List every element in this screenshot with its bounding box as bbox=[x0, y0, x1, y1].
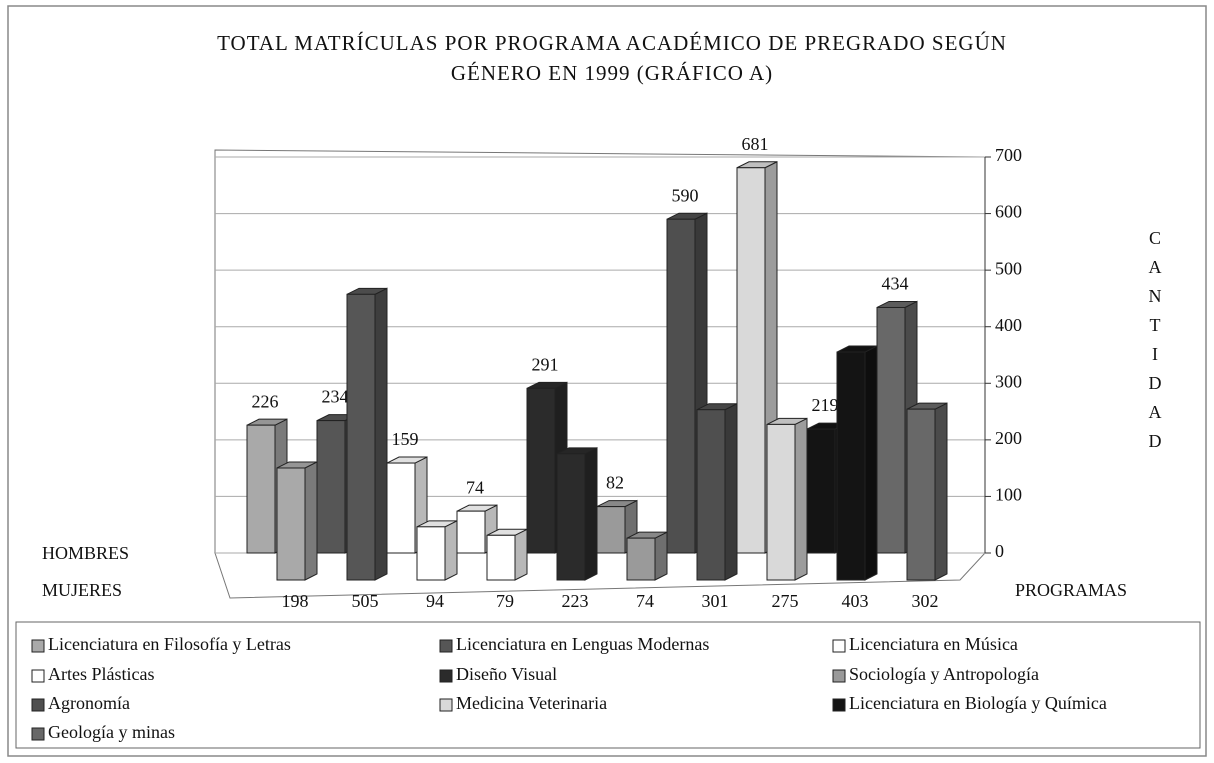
bar-side bbox=[654, 531, 668, 581]
value-label: 403 bbox=[842, 591, 869, 611]
bar-side bbox=[584, 447, 598, 581]
bar bbox=[906, 402, 948, 581]
legend bbox=[15, 621, 1201, 749]
value-label: 74 bbox=[466, 477, 484, 497]
bar bbox=[416, 520, 458, 581]
y-tick-label: 700 bbox=[995, 145, 1022, 165]
bar-front bbox=[736, 167, 766, 554]
y-tick-label: 300 bbox=[995, 371, 1022, 391]
bar bbox=[486, 528, 528, 581]
bar-front bbox=[626, 537, 656, 581]
bar bbox=[836, 345, 878, 581]
y-tick-label: 0 bbox=[995, 541, 1004, 561]
legend-label: Medicina Veterinaria bbox=[456, 693, 607, 713]
x-axis-label: PROGRAMAS bbox=[1015, 580, 1127, 600]
bar-front bbox=[416, 526, 446, 581]
legend-swatch bbox=[31, 727, 45, 741]
legend-swatch bbox=[832, 698, 846, 712]
value-label: 94 bbox=[426, 591, 444, 611]
value-label: 590 bbox=[672, 185, 699, 205]
y-axis-label: CANTIDAD bbox=[1145, 228, 1165, 460]
value-label: 226 bbox=[252, 391, 279, 411]
bar-side bbox=[304, 461, 318, 581]
bar-front bbox=[876, 306, 906, 554]
legend-label: Licenciatura en Filosofía y Letras bbox=[48, 634, 291, 654]
bar bbox=[456, 504, 498, 554]
y-tick-label: 600 bbox=[995, 202, 1022, 222]
bar-side bbox=[864, 345, 878, 581]
bar bbox=[276, 461, 318, 581]
bar-front bbox=[486, 534, 516, 581]
value-label: 82 bbox=[606, 473, 624, 493]
bar-front bbox=[346, 293, 376, 581]
frame bbox=[7, 5, 1207, 757]
legend-swatch bbox=[31, 669, 45, 683]
bar-side bbox=[934, 402, 948, 581]
legend-swatch bbox=[832, 639, 846, 653]
bar bbox=[556, 447, 598, 581]
value-label: 291 bbox=[532, 355, 559, 375]
bar-front bbox=[556, 453, 586, 581]
bar bbox=[346, 287, 388, 581]
legend-label: Licenciatura en Lenguas Modernas bbox=[456, 634, 709, 654]
y-tick-label: 500 bbox=[995, 258, 1022, 278]
legend-label: Artes Plásticas bbox=[48, 664, 154, 684]
value-label: 159 bbox=[392, 429, 419, 449]
bar-side bbox=[444, 520, 458, 581]
bar bbox=[766, 417, 808, 581]
legend-swatch bbox=[439, 698, 453, 712]
y-tick-label: 400 bbox=[995, 315, 1022, 335]
bar-front bbox=[596, 506, 626, 554]
bar-front bbox=[766, 423, 796, 581]
series-label: MUJERES bbox=[42, 580, 122, 600]
bar bbox=[626, 531, 668, 581]
legend-label: Diseño Visual bbox=[456, 664, 557, 684]
legend-swatch bbox=[439, 669, 453, 683]
bar-front bbox=[526, 387, 556, 554]
value-label: 223 bbox=[562, 591, 589, 611]
value-label: 198 bbox=[282, 591, 309, 611]
bar-front bbox=[456, 510, 486, 554]
bar-side bbox=[794, 417, 808, 581]
bar-side bbox=[724, 402, 738, 581]
legend-label: Agronomía bbox=[48, 693, 130, 713]
legend-swatch bbox=[31, 639, 45, 653]
legend-label: Licenciatura en Biología y Química bbox=[849, 693, 1107, 713]
bar-front bbox=[316, 420, 346, 554]
bar-front bbox=[246, 424, 276, 554]
bar-front bbox=[276, 467, 306, 581]
legend-label: Licenciatura en Música bbox=[849, 634, 1018, 654]
value-label: 219 bbox=[812, 395, 839, 415]
value-label: 434 bbox=[882, 274, 909, 294]
value-label: 681 bbox=[742, 134, 769, 154]
value-label: 74 bbox=[636, 591, 654, 611]
legend-label: Geología y minas bbox=[48, 722, 175, 742]
legend-swatch bbox=[439, 639, 453, 653]
value-label: 302 bbox=[912, 591, 939, 611]
value-label: 275 bbox=[772, 591, 799, 611]
bar-front bbox=[836, 351, 866, 581]
bar-side bbox=[374, 287, 388, 581]
value-label: 79 bbox=[496, 591, 514, 611]
value-label: 234 bbox=[322, 387, 349, 407]
chart-title: GÉNERO EN 1999 (GRÁFICO A) bbox=[451, 61, 773, 85]
bar-front bbox=[666, 218, 696, 554]
bar-front bbox=[696, 409, 726, 581]
series-label: HOMBRES bbox=[42, 543, 129, 563]
bar-side bbox=[514, 528, 528, 581]
legend-swatch bbox=[31, 698, 45, 712]
legend-label: Sociología y Antropología bbox=[849, 664, 1039, 684]
value-label: 505 bbox=[352, 591, 379, 611]
value-label: 301 bbox=[702, 591, 729, 611]
y-tick-label: 200 bbox=[995, 428, 1022, 448]
bar bbox=[696, 402, 738, 581]
bar-front bbox=[906, 408, 936, 581]
bar-front bbox=[386, 462, 416, 554]
bar-front bbox=[806, 428, 836, 554]
chart-title: TOTAL MATRÍCULAS POR PROGRAMA ACADÉMICO … bbox=[217, 31, 1007, 55]
y-tick-label: 100 bbox=[995, 485, 1022, 505]
legend-swatch bbox=[832, 669, 846, 683]
